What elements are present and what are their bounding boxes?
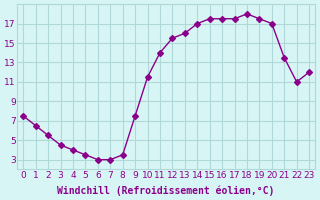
X-axis label: Windchill (Refroidissement éolien,°C): Windchill (Refroidissement éolien,°C) bbox=[58, 185, 275, 196]
